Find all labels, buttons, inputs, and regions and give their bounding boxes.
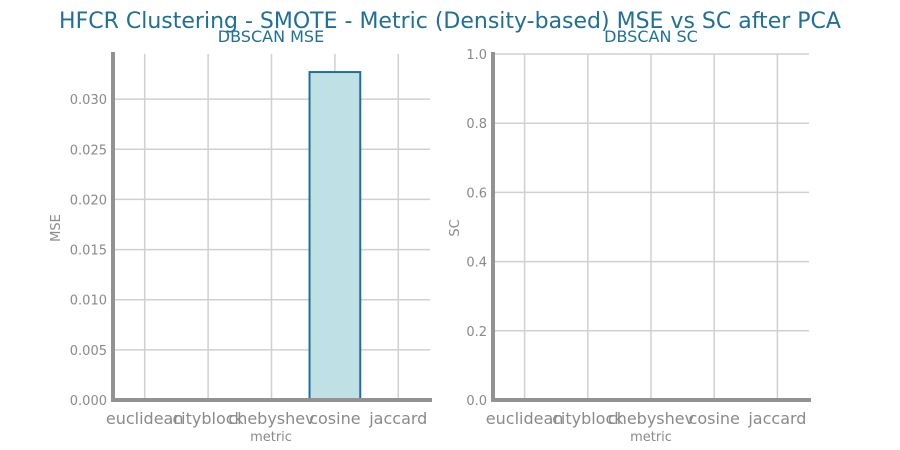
sc-y-ticks: 0.0 0.2 0.4 0.6 0.8 1.0 [466,48,487,409]
mse-y-ticks: 0.000 0.005 0.010 0.015 0.020 0.025 0.030 [70,93,107,409]
sc-x-axis-label: metric [630,430,672,445]
sc-y-axis-label: SC [448,219,463,236]
mse-axes [111,52,432,402]
sc-chart-panel: DBSCAN SC 0.0 0.2 0.4 0.6 0.8 1.0 euclideanci… [448,27,811,445]
sc-y-tick-label: 0.0 [466,394,487,409]
sc-x-tick-label: jaccard [747,409,806,428]
mse-x-tick-label: euclidean [106,409,184,428]
sc-y-tick-label: 0.2 [466,325,487,340]
sc-x-tick-label: cityblock [552,409,624,428]
sc-y-tick-label: 0.6 [466,186,487,201]
sc-x-tick-label: chebyshev [608,409,694,428]
mse-y-tick-label: 0.015 [70,244,107,259]
mse-y-tick-label: 0.030 [70,93,107,108]
mse-chart-panel: DBSCAN MSE 0.000 0.005 0.010 0.015 0.020 0.02… [49,27,432,445]
mse-x-tick-label: jaccard [368,409,427,428]
mse-x-tick-label: chebyshev [228,409,314,428]
mse-x-axis-label: metric [250,430,292,445]
figure-title: HFCR Clustering - SMOTE - Metric (Densit… [59,9,841,34]
sc-y-tick-label: 1.0 [466,48,487,63]
sc-chart-title: DBSCAN SC [604,27,698,46]
mse-x-tick-label: cityblock [172,409,244,428]
sc-x-tick-label: cosine [689,409,740,428]
mse-y-tick-label: 0.010 [70,294,107,309]
sc-axes [491,52,811,402]
mse-x-tick-label: cosine [309,409,360,428]
sc-x-tick-label: euclidean [486,409,564,428]
mse-y-tick-label: 0.025 [70,143,107,158]
sc-grid [493,53,809,401]
mse-y-tick-label: 0.005 [70,344,107,359]
mse-y-tick-label: 0.000 [70,394,107,409]
mse-grid [113,54,430,401]
sc-y-tick-label: 0.8 [466,117,487,132]
mse-y-axis-label: MSE [49,214,64,242]
mse-bars [308,71,362,401]
sc-y-tick-label: 0.4 [466,256,487,271]
mse-y-tick-label: 0.020 [70,193,107,208]
mse-bar-cosine [308,71,362,401]
mse-chart-title: DBSCAN MSE [218,27,324,46]
